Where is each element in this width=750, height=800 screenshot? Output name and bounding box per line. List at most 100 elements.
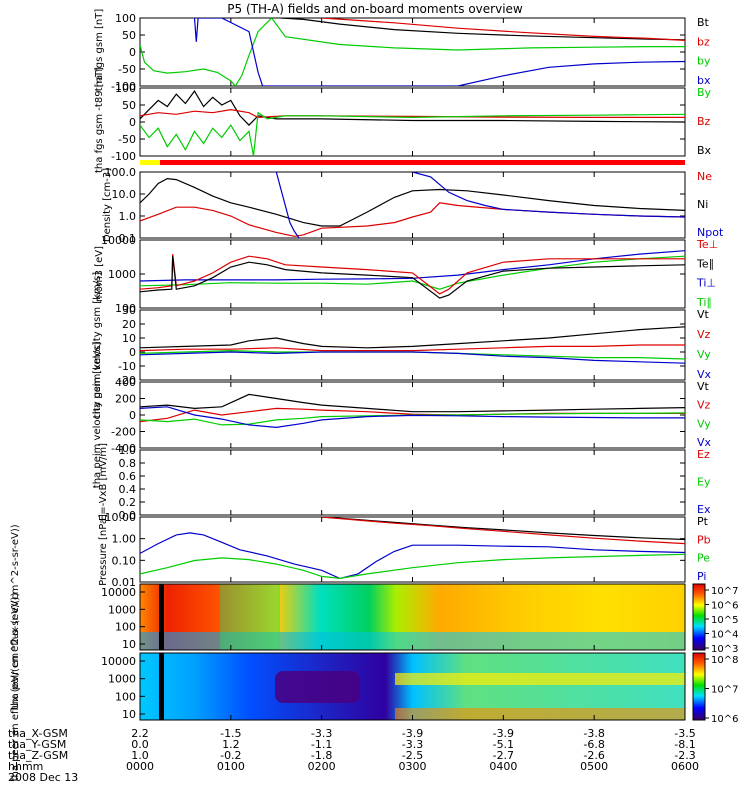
y-tick-label: -100 [111, 80, 136, 93]
panel-frame [139, 239, 686, 309]
y-tick-label: 0 [129, 46, 136, 59]
series-group [140, 172, 685, 238]
series-bz-line [140, 108, 685, 119]
y-tick-label: 1000 [108, 268, 136, 281]
legend-label: By [697, 86, 712, 99]
series-by-line [140, 111, 685, 156]
y-tick-label: 400 [115, 376, 136, 389]
legend-label: Pb [697, 533, 711, 546]
y-axis-label: tha peim velocity gsm [km/s] [92, 342, 103, 489]
y-axis-label: tha peer en eflux (eV/(cm^2-s-sr-eV)) [10, 593, 21, 782]
y-axis-label: tha peim velocity gsm [km/s] [92, 272, 103, 419]
y-tick-label: 50 [122, 29, 136, 42]
legend-label: bz [697, 35, 710, 48]
ephemeris-value: -3.3 [402, 738, 423, 751]
panel-3: 100.0 10.0 1.0 0.1 Density [cm-3] [102, 166, 686, 245]
series-vz-line [140, 344, 685, 352]
y-tick-label: 0.8 [119, 457, 137, 470]
y-tick-label: 20 [122, 318, 136, 331]
y-tick-label: 10000 [101, 655, 136, 668]
ephemeris-value: -3.8 [583, 727, 604, 740]
y-tick-label: 10000 [101, 234, 136, 247]
series-pe-line [140, 553, 685, 580]
series-bz-line [321, 18, 685, 41]
y-tick-label: 30 [122, 304, 136, 317]
colorbar-tick-label: 10^7 [711, 685, 738, 696]
panel-frame [139, 171, 686, 239]
series-ti-line [140, 255, 685, 290]
legend-label: bx [697, 74, 711, 87]
legend-label: Bz [697, 115, 711, 128]
spectrogram-low-energy-band [395, 708, 685, 720]
series-by-line [140, 18, 685, 86]
chart-title: P5 (TH-A) fields and on-board moments ov… [227, 2, 523, 16]
ephemeris-value: -0.2 [220, 749, 241, 762]
spectrogram-1: 10000 1000 100 10 tha peir en eflux (eV/(cm^… [10, 524, 738, 709]
ephemeris-value: -1.5 [220, 727, 241, 740]
mode-bar [140, 160, 685, 165]
y-tick-label: 1.0 [119, 210, 137, 223]
series-vy-line [140, 412, 685, 426]
colorbar-tick-label: 10^6 [711, 601, 738, 612]
y-tick-label: 10.0 [112, 188, 137, 201]
y-axis-label: tha fgs gsm [nT] [94, 9, 105, 92]
series-pi-line [140, 532, 685, 580]
ephemeris-value: -8.1 [674, 738, 695, 751]
legend-label: Ex [697, 503, 711, 516]
ephemeris-value: -1.1 [311, 738, 332, 751]
ephemeris-value: -2.3 [674, 749, 695, 762]
ephemeris-value: -2.6 [583, 749, 604, 762]
y-axis-label: mom3 [eV] [94, 246, 105, 302]
colorbar [692, 583, 706, 651]
legend-label: Npot [697, 226, 724, 239]
series-group [140, 326, 685, 364]
legend-label: Vx [697, 368, 712, 381]
y-tick-label: 100 [115, 12, 136, 25]
colorbar-tick-label: 10^4 [711, 630, 738, 641]
y-tick-label: 200 [115, 393, 136, 406]
y-axis-label: E=-VxB [mV/m] [98, 443, 109, 521]
colorbar [692, 652, 706, 721]
y-tick-label: 0.10 [112, 554, 137, 567]
y-tick-label: 50 [122, 99, 136, 112]
spectrogram-low-energy [140, 632, 685, 650]
x-unit-label: hhmm [8, 760, 43, 773]
ephemeris-value: 0.0 [131, 738, 149, 751]
x-tick-label: 0600 [671, 760, 699, 773]
y-tick-label: 0 [129, 346, 136, 359]
y-tick-label: 10.00 [105, 511, 137, 524]
legend-label: Pi [697, 570, 706, 583]
colorbar-tick-label: 10^6 [711, 714, 738, 725]
y-tick-label: -100 [111, 150, 136, 163]
spectrogram-high-flux-band [395, 673, 685, 685]
series-vt-line [140, 326, 685, 349]
ephemeris-value: 1.2 [222, 738, 240, 751]
ephemeris-value: 1.0 [131, 749, 149, 762]
legend-label: Vz [697, 328, 711, 341]
series-te-line [140, 254, 685, 295]
x-tick-label: 0100 [217, 760, 245, 773]
ephemeris-value: -3.5 [674, 727, 695, 740]
y-tick-label: 0 [129, 116, 136, 129]
ephemeris-value: -6.8 [583, 738, 604, 751]
y-tick-label: -400 [111, 442, 136, 455]
y-tick-label: 0.2 [119, 496, 137, 509]
legend-label: Vz [697, 399, 711, 412]
colorbar-tick-label: 10^5 [711, 615, 738, 626]
panel-frame [139, 516, 686, 583]
series-pt-line [321, 517, 685, 541]
y-tick-label: -20 [118, 374, 136, 387]
y-tick-label: 0.4 [119, 483, 137, 496]
series-pb-line [321, 517, 685, 545]
legend-label: Pe [697, 552, 710, 565]
ephemeris-value: -3.9 [402, 727, 423, 740]
legend-label: Ey [697, 476, 711, 489]
series-te-line [140, 256, 685, 299]
series-bt-line [280, 18, 685, 41]
colorbar-tick-label: 10^3 [711, 644, 738, 655]
ephemeris-value: 2.2 [131, 727, 149, 740]
series-ni-line [140, 177, 685, 227]
x-tick-label: 0000 [126, 760, 154, 773]
